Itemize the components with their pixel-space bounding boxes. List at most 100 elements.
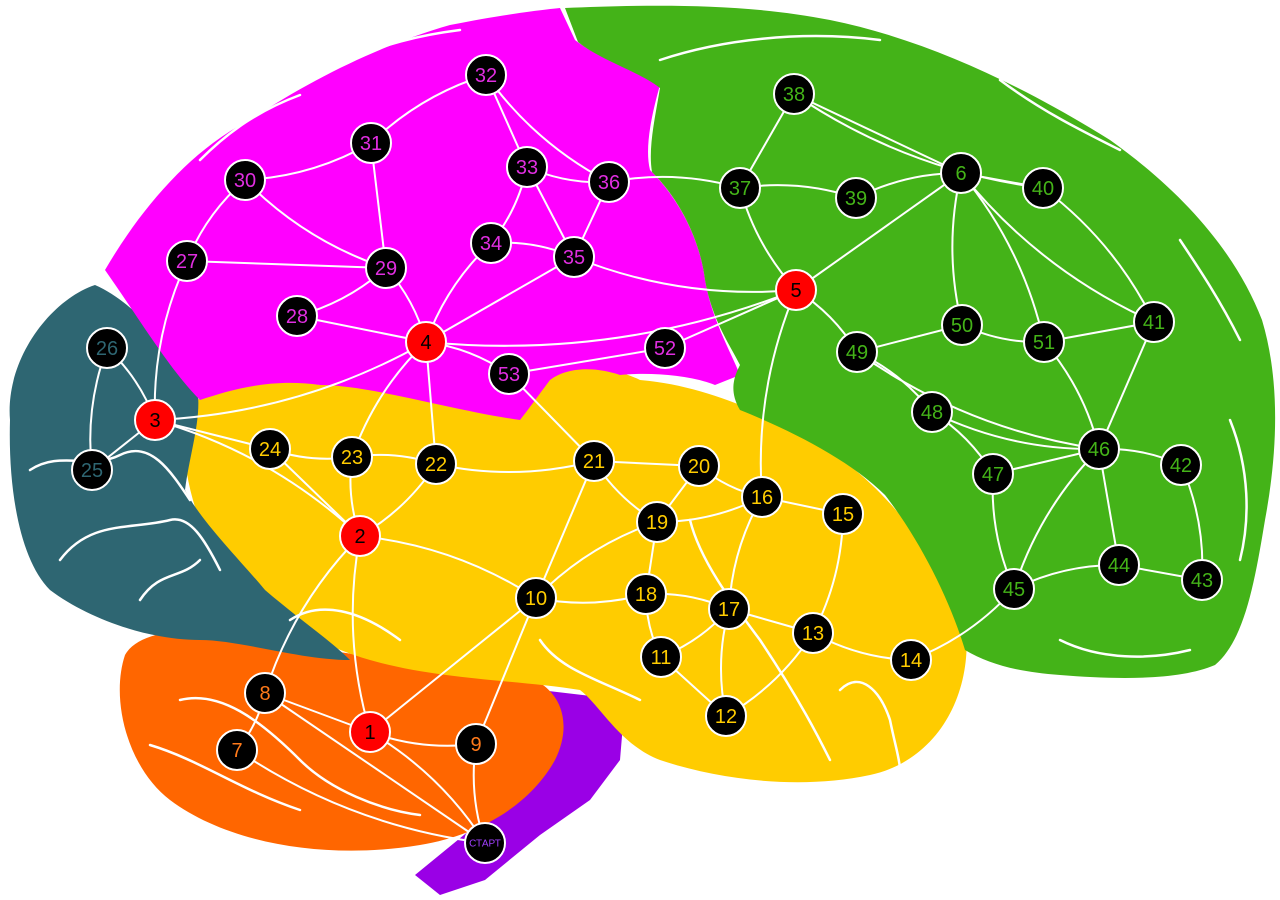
node-3[interactable]: 3 [134, 399, 176, 441]
path-edge [793, 93, 962, 174]
node-14[interactable]: 14 [890, 639, 932, 681]
node-37[interactable]: 37 [719, 167, 761, 209]
node-circle [773, 73, 815, 115]
node-34[interactable]: 34 [470, 222, 512, 264]
node-label: 48 [921, 402, 943, 424]
node-circle [339, 515, 381, 557]
node-44[interactable]: 44 [1098, 544, 1140, 586]
node-circle [940, 152, 982, 194]
node-24[interactable]: 24 [249, 428, 291, 470]
node-label: 36 [598, 172, 620, 194]
node-22[interactable]: 22 [415, 443, 457, 485]
node-17[interactable]: 17 [708, 588, 750, 630]
node-label: 46 [1088, 439, 1110, 461]
node-label: 14 [900, 650, 922, 672]
node-5[interactable]: 5 [775, 269, 817, 311]
node-43[interactable]: 43 [1181, 559, 1223, 601]
node-21[interactable]: 21 [573, 440, 615, 482]
node-circle [1023, 321, 1065, 363]
node-15[interactable]: 15 [822, 493, 864, 535]
node-label: 16 [751, 487, 773, 509]
node-45[interactable]: 45 [993, 568, 1035, 610]
path-edge [264, 692, 486, 844]
node-circle [244, 672, 286, 714]
node-label: 27 [176, 251, 198, 273]
node-49[interactable]: 49 [836, 331, 878, 373]
node-47[interactable]: 47 [972, 453, 1014, 495]
node-41[interactable]: 41 [1133, 301, 1175, 343]
node-48[interactable]: 48 [911, 391, 953, 433]
node-11[interactable]: 11 [640, 636, 682, 678]
node-label: 13 [802, 623, 824, 645]
node-label: 49 [846, 342, 868, 364]
node-7[interactable]: 7 [216, 729, 258, 771]
node-circle [470, 222, 512, 264]
path-edge [236, 749, 486, 844]
node-52[interactable]: 52 [644, 327, 686, 369]
node-4[interactable]: 4 [405, 321, 447, 363]
sulcus-line [1058, 638, 1192, 658]
node-label: 6 [955, 163, 966, 185]
node-38[interactable]: 38 [773, 73, 815, 115]
node-label: 45 [1003, 579, 1025, 601]
node-8[interactable]: 8 [244, 672, 286, 714]
start-label: СТАРТ [469, 839, 501, 850]
node-51[interactable]: 51 [1023, 321, 1065, 363]
node-19[interactable]: 19 [636, 501, 678, 543]
node-32[interactable]: 32 [465, 54, 507, 96]
node-label: 10 [525, 588, 547, 610]
node-label: 3 [149, 410, 160, 432]
node-circle [350, 122, 392, 164]
start-node-circle [464, 822, 506, 864]
node-6[interactable]: 6 [940, 152, 982, 194]
node-13[interactable]: 13 [792, 612, 834, 654]
node-label: 29 [375, 258, 397, 280]
path-edge [351, 535, 371, 733]
start-node[interactable]: СТАРТ [464, 822, 506, 864]
brain-sulci [28, 28, 1248, 817]
node-label: 15 [832, 504, 854, 526]
node-25[interactable]: 25 [71, 449, 113, 491]
node-46[interactable]: 46 [1078, 428, 1120, 470]
node-label: 8 [259, 683, 270, 705]
node-39[interactable]: 39 [835, 177, 877, 219]
node-33[interactable]: 33 [506, 146, 548, 188]
node-40[interactable]: 40 [1022, 167, 1064, 209]
node-53[interactable]: 53 [488, 353, 530, 395]
path-edge [856, 351, 1100, 450]
node-20[interactable]: 20 [678, 445, 720, 487]
node-36[interactable]: 36 [588, 161, 630, 203]
node-31[interactable]: 31 [350, 122, 392, 164]
node-16[interactable]: 16 [741, 476, 783, 518]
node-label: 2 [354, 526, 365, 548]
node-50[interactable]: 50 [941, 304, 983, 346]
node-1[interactable]: 1 [349, 711, 391, 753]
node-30[interactable]: 30 [224, 159, 266, 201]
node-label: 5 [790, 280, 801, 302]
node-28[interactable]: 28 [276, 295, 318, 337]
node-42[interactable]: 42 [1160, 444, 1202, 486]
node-18[interactable]: 18 [625, 573, 667, 615]
node-29[interactable]: 29 [365, 247, 407, 289]
node-27[interactable]: 27 [166, 240, 208, 282]
node-9[interactable]: 9 [455, 723, 497, 765]
node-circle [1078, 428, 1120, 470]
node-circle [224, 159, 266, 201]
node-2[interactable]: 2 [339, 515, 381, 557]
path-edge [960, 172, 1155, 323]
node-23[interactable]: 23 [331, 436, 373, 478]
path-edge [154, 341, 427, 421]
region-occipital [9, 285, 351, 660]
node-10[interactable]: 10 [515, 577, 557, 619]
node-12[interactable]: 12 [705, 695, 747, 737]
sulcus-line [998, 78, 1122, 152]
node-label: 53 [498, 364, 520, 386]
node-35[interactable]: 35 [553, 236, 595, 278]
node-26[interactable]: 26 [86, 327, 128, 369]
region-parietal [105, 8, 740, 420]
node-circle [1181, 559, 1223, 601]
sulcus-line [198, 93, 302, 162]
node-circle [792, 612, 834, 654]
node-label: 41 [1143, 312, 1165, 334]
